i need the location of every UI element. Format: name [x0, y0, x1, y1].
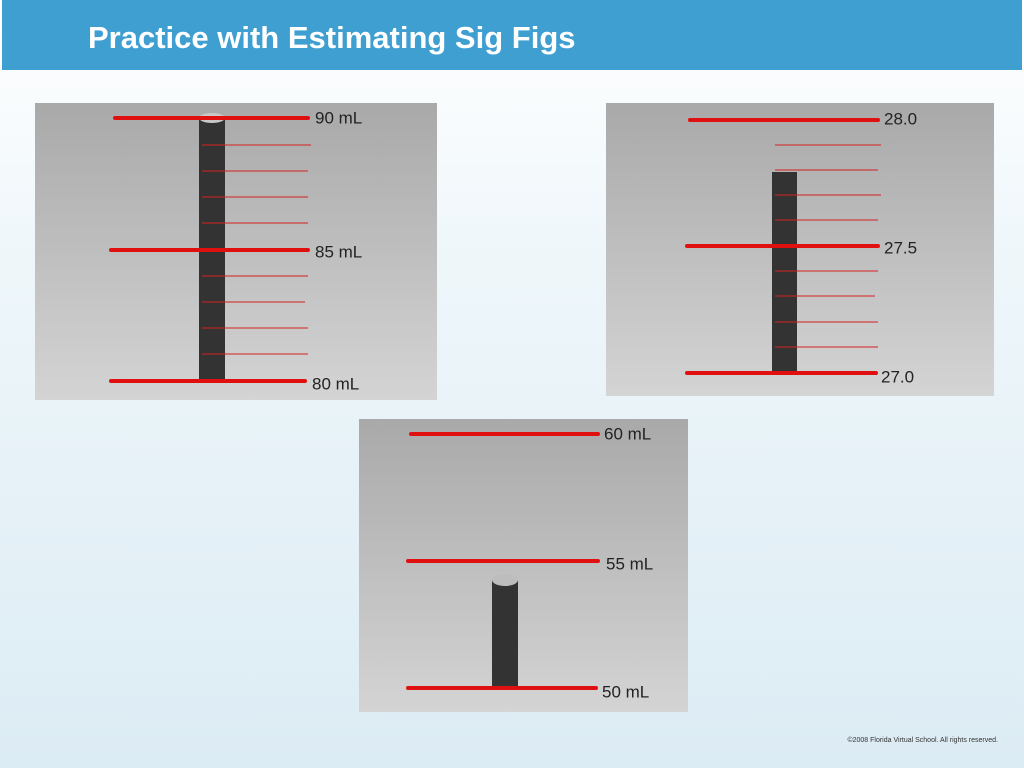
cylinder-panel: 60 mL 55 mL 50 mL [359, 419, 688, 712]
graduation-label: 27.5 [884, 238, 917, 257]
meniscus [492, 574, 518, 586]
graduation-label: 27.0 [881, 367, 914, 386]
graduation-label: 85 mL [315, 242, 362, 261]
cylinder-panel: 28.0 27.5 27.0 [606, 103, 994, 396]
liquid-column [772, 172, 797, 373]
graduation-label: 55 mL [606, 554, 653, 573]
graduation-label: 50 mL [602, 682, 649, 701]
panel [606, 103, 994, 396]
cylinder-panel: 90 mL 85 mL 80 mL [35, 103, 437, 400]
liquid-column [492, 580, 518, 688]
slide-title: Practice with Estimating Sig Figs [88, 20, 576, 55]
graduation-label: 90 mL [315, 108, 362, 127]
graduation-label: 28.0 [884, 109, 917, 128]
graduation-label: 80 mL [312, 374, 359, 393]
graduation-label: 60 mL [604, 424, 651, 443]
copyright: ©2008 Florida Virtual School. All rights… [847, 736, 998, 744]
minor-graduations [202, 144, 311, 355]
panel [359, 419, 688, 712]
minor-graduations [775, 144, 881, 348]
header-bar [2, 0, 1022, 70]
